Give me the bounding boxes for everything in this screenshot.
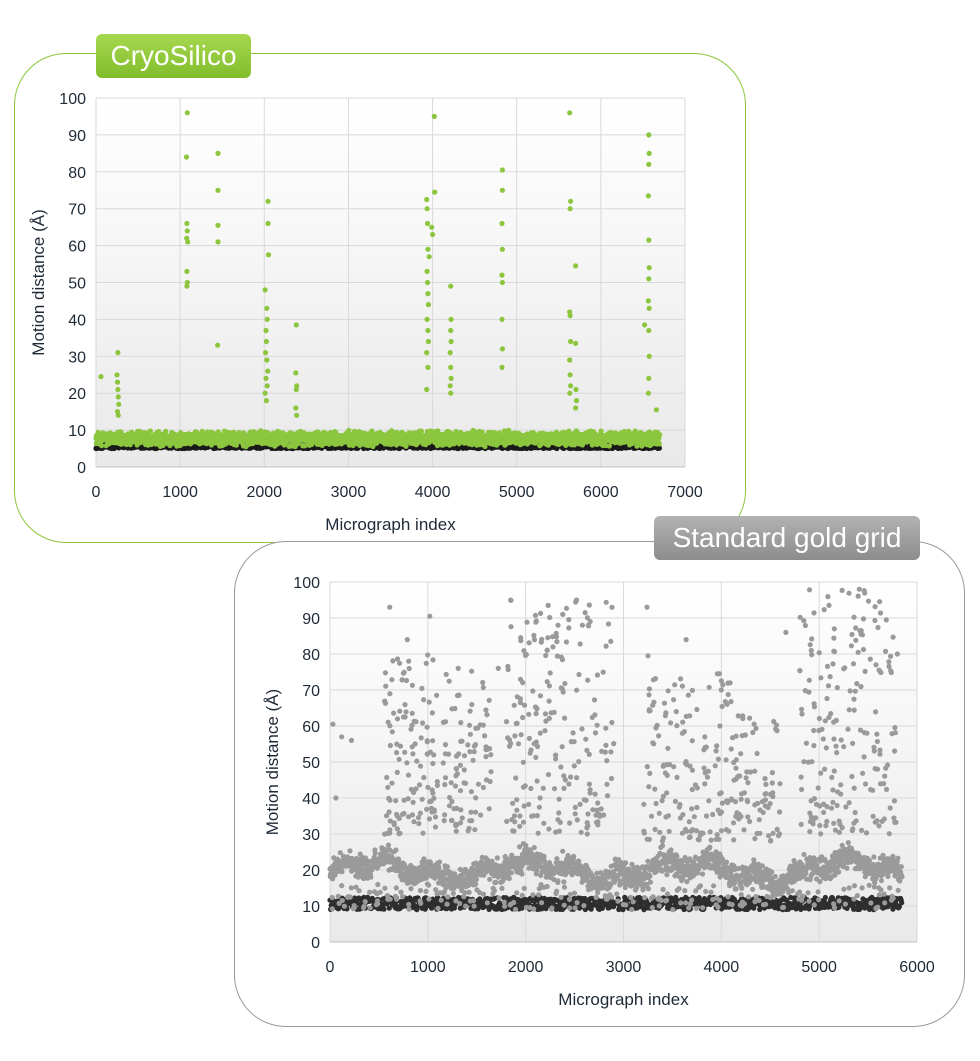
x-axis-label: Micrograph index <box>325 515 456 534</box>
x-tick-label: 2000 <box>508 959 544 976</box>
baseline-point <box>329 906 335 912</box>
baseline-shadow-point <box>822 894 829 901</box>
x-tick-label: 4000 <box>704 959 740 976</box>
y-tick-label: 60 <box>68 239 86 256</box>
baseline-point <box>457 900 463 907</box>
y-tick-label: 50 <box>302 755 320 772</box>
baseline-point <box>348 885 354 891</box>
x-tick-label: 5000 <box>801 959 837 976</box>
baseline-point <box>341 903 347 909</box>
baseline-shadow-point <box>582 895 588 902</box>
baseline-point <box>374 898 381 904</box>
x-tick-label: 6000 <box>899 959 935 976</box>
y-tick-label: 70 <box>302 683 320 700</box>
y-tick-label: 80 <box>302 647 320 664</box>
baseline-point <box>436 865 442 871</box>
baseline-point <box>367 889 373 895</box>
baseline-point <box>367 905 373 911</box>
x-tick-label: 7000 <box>667 484 703 501</box>
baseline-point <box>399 894 406 900</box>
baseline-point <box>339 897 345 904</box>
baseline-point <box>445 894 451 900</box>
y-tick-label: 100 <box>59 91 86 108</box>
y-tick-label: 80 <box>68 165 86 182</box>
baseline-point <box>356 888 362 894</box>
baseline-point <box>351 905 357 911</box>
x-tick-label: 4000 <box>415 484 451 501</box>
baseline-point <box>368 874 374 880</box>
x-tick-label: 3000 <box>331 484 367 501</box>
baseline-point <box>339 883 345 889</box>
y-tick-label: 30 <box>302 827 320 844</box>
baseline-point <box>362 899 368 905</box>
baseline-point <box>382 885 388 891</box>
baseline-point <box>393 885 399 891</box>
x-axis-label: Micrograph index <box>558 990 689 1009</box>
baseline-point <box>435 905 441 912</box>
baseline-point <box>417 887 423 894</box>
y-tick-label: 40 <box>302 791 320 808</box>
y-tick-label: 0 <box>311 935 320 952</box>
baseline-point <box>361 903 367 910</box>
baseline-point <box>339 869 345 875</box>
y-tick-label: 100 <box>293 575 320 592</box>
baseline-point <box>393 847 399 853</box>
data-points <box>93 110 663 452</box>
y-tick-label: 90 <box>302 611 320 628</box>
baseline-point <box>418 900 424 906</box>
x-tick-label: 5000 <box>499 484 535 501</box>
baseline-point <box>375 881 381 888</box>
x-tick-label: 2000 <box>246 484 282 501</box>
baseline-point <box>463 903 469 909</box>
y-tick-label: 70 <box>68 202 86 219</box>
x-tick-label: 0 <box>326 959 335 976</box>
baseline-point <box>450 890 456 897</box>
y-tick-label: 10 <box>68 423 86 440</box>
baseline-point <box>347 894 353 900</box>
baseline-point <box>377 889 383 895</box>
baseline-point <box>335 893 341 899</box>
baseline-point <box>372 850 378 856</box>
baseline-point <box>329 894 335 901</box>
baseline-shadow-point <box>899 900 905 906</box>
y-tick-label: 30 <box>68 349 86 366</box>
baseline-point <box>406 906 412 912</box>
baseline-point <box>438 897 444 903</box>
baseline-point <box>426 896 432 902</box>
y-tick-label: 10 <box>302 899 320 916</box>
y-axis-label: Motion distance (Å) <box>29 209 48 355</box>
baseline-point <box>423 888 429 895</box>
y-tick-label: 0 <box>77 460 86 477</box>
x-tick-label: 1000 <box>410 959 446 976</box>
baseline-shadow-point <box>381 906 387 912</box>
baseline-point <box>436 859 443 865</box>
baseline-point <box>385 842 391 848</box>
baseline-point <box>406 901 412 908</box>
x-tick-label: 6000 <box>583 484 619 501</box>
y-tick-label: 60 <box>302 719 320 736</box>
baseline-point <box>398 889 404 895</box>
y-tick-label: 50 <box>68 276 86 293</box>
x-tick-label: 0 <box>92 484 101 501</box>
baseline-point <box>347 848 353 854</box>
baseline-point <box>444 901 450 907</box>
baseline-point <box>408 886 414 892</box>
baseline-point <box>394 896 400 902</box>
y-tick-label: 40 <box>68 312 86 329</box>
baseline-point <box>387 896 393 902</box>
x-tick-label: 3000 <box>606 959 642 976</box>
y-axis-label: Motion distance (Å) <box>263 689 282 835</box>
baseline-point <box>444 864 450 870</box>
baseline-point <box>426 882 432 888</box>
y-tick-label: 90 <box>68 128 86 145</box>
x-tick-label: 1000 <box>162 484 198 501</box>
y-tick-label: 20 <box>68 386 86 403</box>
y-tick-label: 20 <box>302 863 320 880</box>
